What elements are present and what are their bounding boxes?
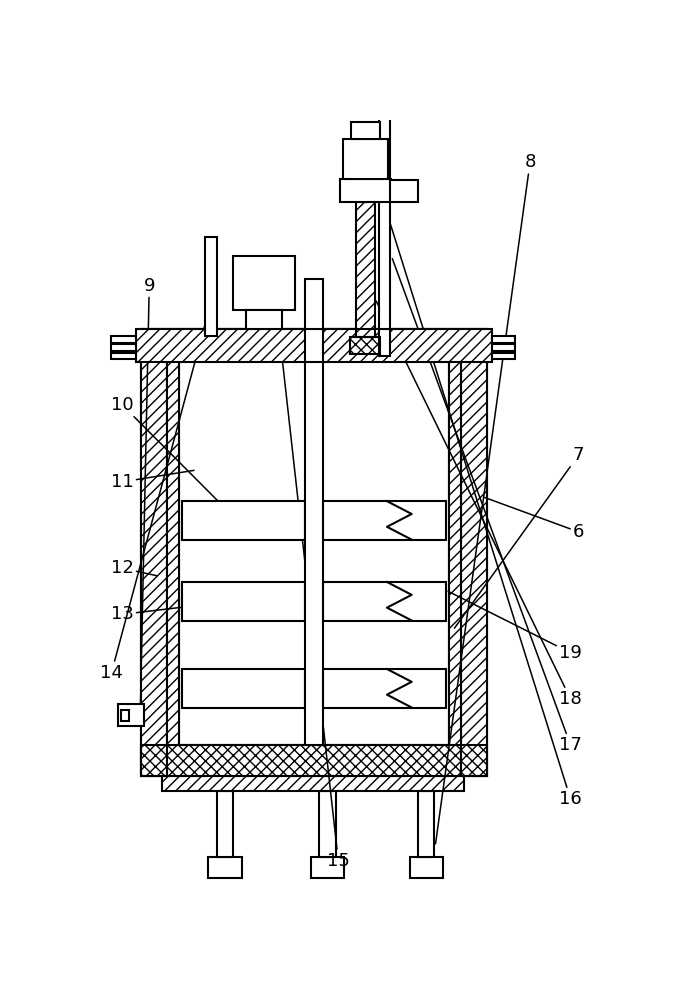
Bar <box>141 745 487 776</box>
Bar <box>141 329 487 776</box>
Bar <box>449 329 461 745</box>
Bar <box>141 329 167 776</box>
Bar <box>339 179 391 202</box>
Bar <box>492 344 515 351</box>
Bar <box>182 501 305 540</box>
Bar <box>343 139 388 179</box>
Bar <box>461 329 487 776</box>
Bar <box>311 857 344 878</box>
Text: 16: 16 <box>383 201 582 808</box>
Bar <box>118 704 144 726</box>
Bar <box>390 180 418 202</box>
Bar <box>121 710 129 721</box>
Bar <box>205 237 217 336</box>
Bar <box>182 582 305 620</box>
Bar <box>141 745 487 776</box>
Bar <box>492 353 515 359</box>
Bar <box>167 329 179 745</box>
Bar <box>351 337 380 354</box>
Bar <box>379 118 390 356</box>
Text: 15: 15 <box>276 305 350 870</box>
Bar <box>247 310 282 329</box>
Bar <box>351 122 380 139</box>
Text: 14: 14 <box>100 305 210 682</box>
Text: 17: 17 <box>392 259 582 754</box>
Bar <box>112 353 136 359</box>
Text: 10: 10 <box>111 396 247 530</box>
Bar <box>351 337 380 354</box>
Bar <box>323 501 446 540</box>
Bar <box>305 279 323 745</box>
Bar <box>233 256 295 310</box>
Text: 9: 9 <box>140 277 155 724</box>
Text: 11: 11 <box>111 470 194 491</box>
Text: 7: 7 <box>454 446 584 628</box>
Bar <box>410 857 443 878</box>
Text: 18: 18 <box>376 301 582 708</box>
Bar <box>461 329 487 776</box>
Bar <box>162 776 464 791</box>
Bar <box>356 202 375 337</box>
Text: 19: 19 <box>448 591 582 662</box>
Text: 6: 6 <box>484 497 584 541</box>
Bar <box>418 791 434 857</box>
Text: 12: 12 <box>111 559 158 577</box>
Bar <box>323 669 446 708</box>
Text: 13: 13 <box>111 605 187 623</box>
Bar <box>449 329 461 745</box>
Bar <box>112 344 136 351</box>
Bar <box>319 791 336 857</box>
Text: 8: 8 <box>436 153 536 844</box>
Bar <box>323 582 446 620</box>
Bar <box>136 329 492 362</box>
Bar <box>179 329 449 745</box>
Bar <box>356 202 375 337</box>
Bar <box>208 857 242 878</box>
Bar <box>112 336 136 343</box>
Bar <box>167 329 179 745</box>
Bar <box>136 329 492 362</box>
Bar <box>182 669 305 708</box>
Bar <box>162 776 464 791</box>
Bar <box>492 336 515 343</box>
Bar <box>217 791 233 857</box>
Bar <box>141 329 167 776</box>
